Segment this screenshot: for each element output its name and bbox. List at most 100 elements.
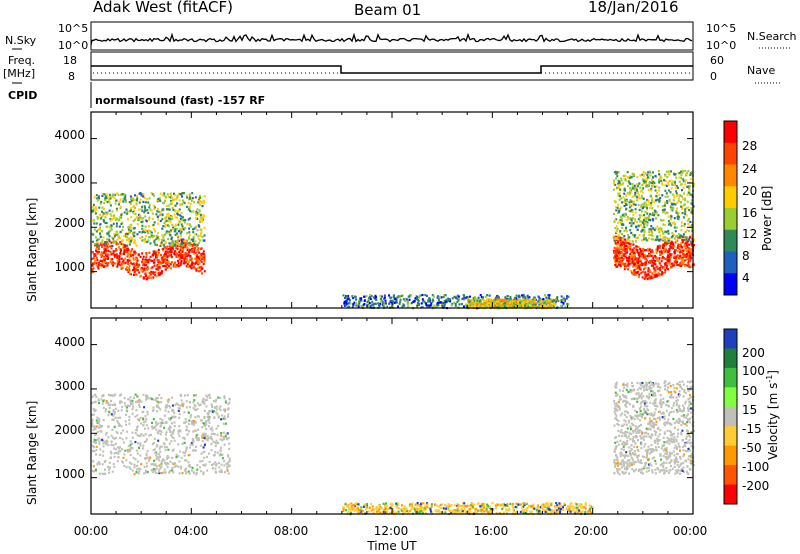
power-cell	[682, 235, 685, 238]
power-cell	[626, 251, 629, 254]
power-cell	[632, 243, 635, 246]
power-cell	[647, 261, 650, 264]
velocity-cell	[172, 430, 175, 433]
power-cell	[666, 260, 669, 263]
power-cell	[646, 198, 649, 202]
power-cell	[660, 228, 663, 231]
power-cell	[640, 203, 643, 206]
power-cell	[203, 234, 206, 237]
velocity-cell	[202, 397, 205, 400]
power-cell	[138, 271, 141, 274]
power-cell	[501, 305, 504, 308]
power-cell	[112, 193, 115, 196]
power-cell	[104, 199, 107, 202]
velocity-cell	[196, 464, 199, 467]
power-cell	[173, 252, 176, 255]
power-cell	[629, 250, 632, 253]
velocity-cell	[93, 438, 96, 441]
power-cell	[673, 196, 676, 199]
power-cell	[672, 199, 675, 202]
power-cell	[676, 250, 679, 253]
velocity-cell	[193, 420, 196, 423]
power-cell	[529, 298, 532, 301]
power-cell	[682, 178, 685, 181]
power-cell	[415, 298, 418, 301]
power-cell	[167, 251, 169, 255]
velocity-cell	[183, 436, 186, 440]
power-cell	[673, 237, 676, 240]
power-cell	[132, 206, 135, 209]
velocity-cell	[228, 401, 231, 404]
power-cell	[201, 257, 204, 260]
power-cell	[642, 254, 645, 257]
power-cell	[689, 252, 692, 255]
power-cell	[687, 249, 690, 252]
velocity-cell	[181, 402, 184, 405]
power-cell	[449, 300, 452, 303]
power-cell	[621, 238, 624, 241]
power-cell	[103, 242, 106, 245]
power-cell	[139, 268, 142, 271]
power-cell	[166, 230, 168, 233]
power-cell	[194, 243, 197, 246]
power-cell	[178, 220, 181, 224]
velocity-cell	[95, 395, 98, 399]
power-cell	[106, 196, 109, 199]
power-cell	[624, 212, 627, 215]
velocity-cell	[167, 417, 170, 420]
velocity-cell	[125, 409, 128, 412]
power-cell	[149, 255, 152, 258]
velocity-cell	[666, 389, 669, 392]
power-cell	[170, 251, 173, 254]
velocity-cell	[192, 471, 195, 474]
velocity-cell	[197, 437, 200, 440]
power-cell	[196, 243, 199, 246]
power-cell	[150, 270, 153, 273]
power-cell	[690, 171, 693, 174]
velocity-cell	[646, 448, 649, 451]
power-cell	[673, 183, 676, 186]
power-cell	[638, 273, 641, 276]
velocity-cell	[166, 457, 169, 460]
velocity-cell	[100, 439, 102, 442]
power-cell	[189, 217, 192, 220]
power-cell	[621, 257, 624, 261]
power-cell	[614, 227, 617, 230]
power-cell	[681, 171, 684, 175]
power-cell	[635, 248, 638, 251]
power-cell	[129, 210, 132, 213]
power-cell	[139, 236, 142, 239]
power-cell	[668, 240, 671, 243]
velocity-cell	[633, 445, 636, 448]
power-cell	[667, 172, 670, 175]
velocity-cell	[144, 433, 147, 436]
velocity-cell	[105, 401, 108, 405]
power-cell	[644, 263, 647, 266]
power-cell	[105, 245, 108, 248]
power-cell	[649, 219, 652, 222]
velocity-cell	[195, 436, 198, 439]
power-cell	[664, 241, 667, 245]
power-cell	[201, 272, 204, 275]
power-cell	[163, 201, 165, 204]
power-cell	[628, 201, 631, 204]
power-cell	[688, 256, 691, 259]
power-cell	[504, 296, 507, 299]
velocity-cell	[104, 468, 106, 471]
velocity-cell	[162, 458, 164, 461]
power-cell	[169, 243, 172, 246]
power-cell	[643, 277, 646, 280]
power-cell	[656, 249, 659, 252]
power-cell	[344, 304, 347, 307]
power-cell	[613, 212, 615, 216]
power-cell	[143, 211, 146, 214]
power-cell	[151, 259, 154, 263]
power-cell	[651, 231, 654, 234]
velocity-cell	[144, 415, 147, 418]
power-cell	[163, 225, 166, 228]
power-cell	[651, 181, 654, 184]
power-cell	[547, 299, 550, 302]
power-cell	[680, 177, 683, 180]
power-cell	[534, 302, 537, 305]
power-cell	[519, 306, 522, 309]
